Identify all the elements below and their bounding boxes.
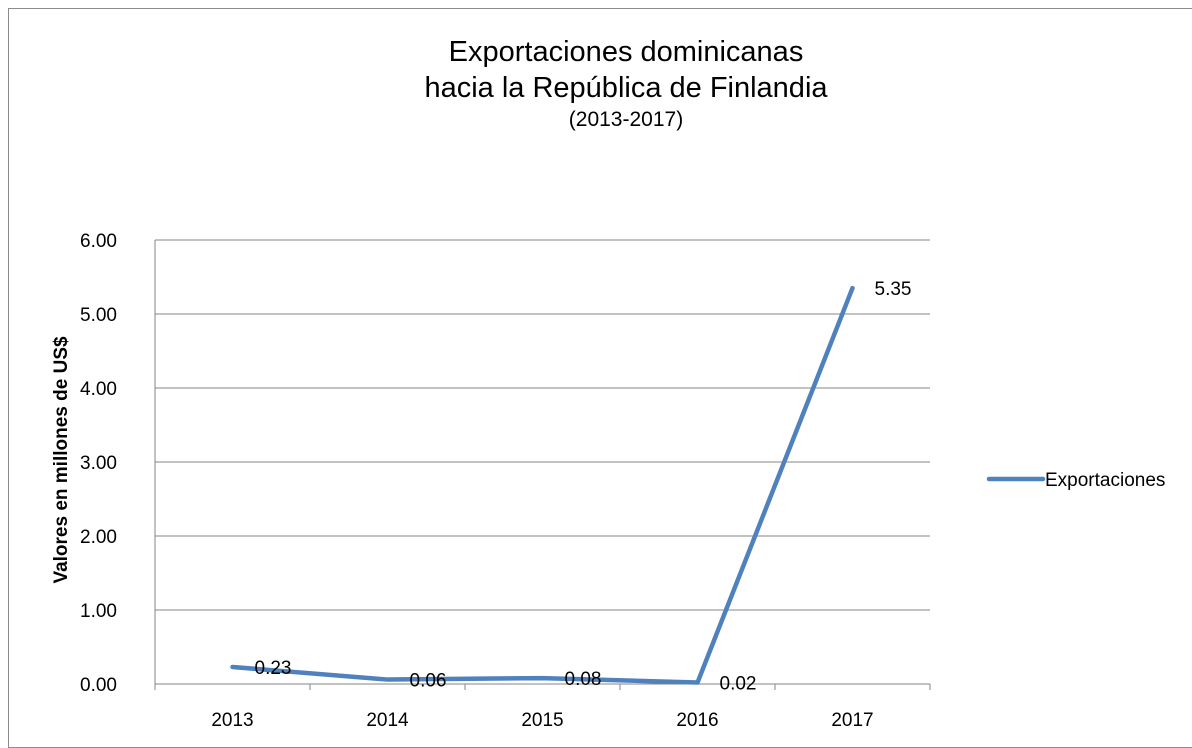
data-label: 0.06 (410, 671, 447, 692)
gridlines (155, 239, 930, 611)
y-tick-label: 1.00 (80, 601, 117, 622)
legend: Exportaciones (986, 470, 1165, 491)
y-tick-label: 4.00 (80, 379, 117, 400)
chart-title-line-2: hacia la República de Finlandia (424, 72, 828, 104)
series-lines (230, 285, 855, 685)
chart-frame (8, 8, 1192, 748)
y-tick-labels: 0.00 1.00 2.00 3.00 4.00 5.00 6.00 (80, 231, 117, 696)
x-tick-label: 2013 (211, 710, 253, 731)
data-label: 0.23 (255, 658, 292, 679)
chart-title: Exportaciones dominicanas hacia la Repúb… (0, 34, 1192, 134)
data-label: 0.08 (565, 669, 602, 690)
x-tick-label: 2015 (521, 710, 563, 731)
y-tick-label: 3.00 (80, 453, 117, 474)
data-label: 5.35 (875, 279, 912, 300)
data-label: 0.02 (720, 674, 757, 695)
data-labels: 0.23 0.06 0.08 0.02 5.35 (255, 279, 912, 694)
series-line (230, 285, 855, 685)
legend-label: Exportaciones (1045, 470, 1165, 491)
y-tick-label: 2.00 (80, 527, 117, 548)
y-tick-label: 0.00 (80, 675, 117, 696)
y-tick-label: 6.00 (80, 231, 117, 252)
x-tick-label: 2016 (676, 710, 718, 731)
x-tick-label: 2014 (366, 710, 409, 731)
axes (154, 240, 931, 690)
x-tick-labels: 2013 2014 2015 2016 2017 (211, 710, 873, 731)
chart-title-line-1: Exportaciones dominicanas (448, 36, 804, 68)
y-tick-label: 5.00 (80, 305, 117, 326)
chart-subtitle: (2013-2017) (568, 108, 684, 131)
x-tick-label: 2017 (831, 710, 873, 731)
y-axis-label: Valores en millones de US$ (51, 336, 72, 584)
